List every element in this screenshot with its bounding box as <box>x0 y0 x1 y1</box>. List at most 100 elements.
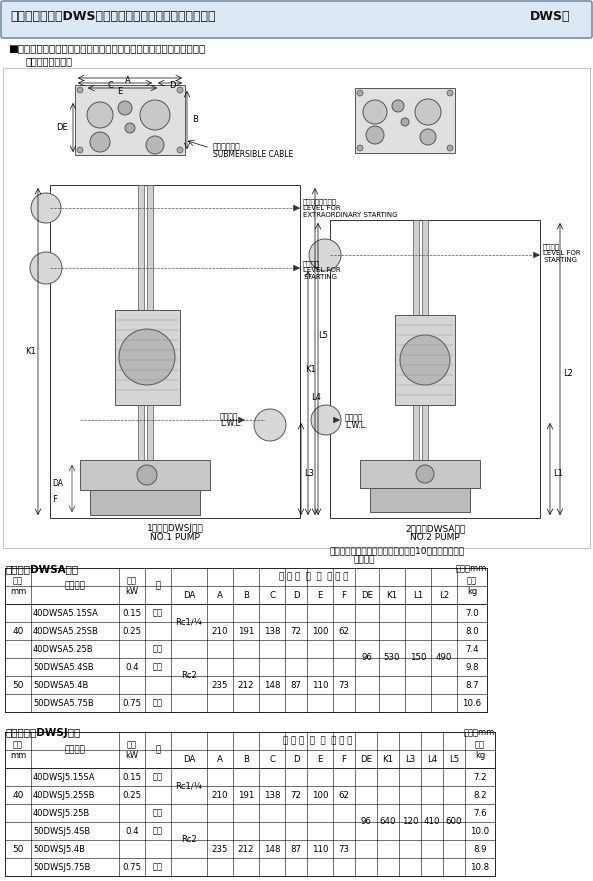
Text: 機　　名: 機 名 <box>65 581 85 590</box>
Text: ■外形寸法図　計画・実施に際しては納入仕様書をご請求ください。: ■外形寸法図 計画・実施に際しては納入仕様書をご請求ください。 <box>8 43 205 53</box>
Text: 7.2: 7.2 <box>473 773 487 781</box>
Text: 8.7: 8.7 <box>465 680 479 690</box>
Text: E: E <box>317 590 323 599</box>
Circle shape <box>118 101 132 115</box>
Text: 138: 138 <box>264 626 280 635</box>
Text: C: C <box>107 81 113 90</box>
Text: 40: 40 <box>12 626 24 635</box>
Text: 410: 410 <box>424 818 440 826</box>
Circle shape <box>415 99 441 125</box>
Text: 530: 530 <box>384 654 400 663</box>
Text: 150: 150 <box>410 654 426 663</box>
Circle shape <box>77 87 83 93</box>
Text: 50DWSJ5.4B: 50DWSJ5.4B <box>33 845 85 854</box>
Text: L4: L4 <box>427 754 437 764</box>
Circle shape <box>447 90 453 96</box>
Text: 50: 50 <box>12 845 24 854</box>
Text: D: D <box>293 590 299 599</box>
Text: 10.0: 10.0 <box>470 826 490 835</box>
Bar <box>80 460 210 490</box>
Text: 212: 212 <box>238 680 254 690</box>
Text: F: F <box>342 754 346 764</box>
Text: 50DWSA5.75B: 50DWSA5.75B <box>33 699 94 707</box>
Text: DA: DA <box>52 479 63 488</box>
Circle shape <box>140 100 170 130</box>
Text: 8.0: 8.0 <box>465 626 479 635</box>
Text: DA: DA <box>183 590 195 599</box>
Circle shape <box>30 252 62 284</box>
Text: L2: L2 <box>563 369 573 378</box>
Circle shape <box>311 405 341 435</box>
Text: F: F <box>342 590 346 599</box>
Text: 490: 490 <box>436 654 452 663</box>
Text: 単相: 単相 <box>153 663 163 671</box>
Text: 三相: 三相 <box>153 862 163 871</box>
Text: LEVEL FOR: LEVEL FOR <box>543 250 581 256</box>
Text: A: A <box>217 590 223 599</box>
Text: 0.25: 0.25 <box>122 790 142 799</box>
Text: STARTING: STARTING <box>303 274 337 280</box>
Text: 138: 138 <box>264 790 280 799</box>
Text: C: C <box>269 590 275 599</box>
Text: 10.8: 10.8 <box>470 862 490 871</box>
Text: DWS型: DWS型 <box>530 10 570 23</box>
Text: 50DWSJ5.4SB: 50DWSJ5.4SB <box>33 826 90 835</box>
Text: 7.4: 7.4 <box>465 645 479 654</box>
Circle shape <box>254 409 286 441</box>
Text: 0.15: 0.15 <box>122 609 142 618</box>
Text: 40DWSJ5.25SB: 40DWSJ5.25SB <box>33 790 95 799</box>
Text: 9.8: 9.8 <box>466 663 479 671</box>
Text: 7.6: 7.6 <box>473 809 487 818</box>
Text: LEVEL FOR: LEVEL FOR <box>303 267 340 273</box>
Circle shape <box>125 123 135 133</box>
Text: K1: K1 <box>25 347 36 356</box>
Text: 停止水位: 停止水位 <box>345 413 364 422</box>
Circle shape <box>447 145 453 151</box>
Text: 148: 148 <box>264 680 280 690</box>
Text: 単位：mm: 単位：mm <box>464 728 495 737</box>
Text: DA: DA <box>183 754 195 764</box>
Text: NO.2 PUMP: NO.2 PUMP <box>410 533 460 542</box>
Text: DE: DE <box>361 590 373 599</box>
Bar <box>413 220 419 473</box>
Text: A: A <box>125 76 131 85</box>
Circle shape <box>366 126 384 144</box>
Text: EXTRAORDINARY STARTING: EXTRAORDINARY STARTING <box>303 212 397 218</box>
Text: 相: 相 <box>155 581 161 590</box>
Text: 50DWSA5.4B: 50DWSA5.4B <box>33 680 88 690</box>
Text: 0.25: 0.25 <box>122 626 142 635</box>
Text: 質量
kg: 質量 kg <box>475 740 485 759</box>
Bar <box>147 185 153 473</box>
Text: 191: 191 <box>238 790 254 799</box>
Text: 出力
kW: 出力 kW <box>126 576 139 596</box>
Text: D: D <box>169 81 176 90</box>
Text: 110: 110 <box>312 680 329 690</box>
Text: 0.4: 0.4 <box>125 663 139 671</box>
Text: STARTING: STARTING <box>543 257 577 263</box>
Circle shape <box>77 147 83 153</box>
Text: L4: L4 <box>311 393 321 402</box>
Text: 72: 72 <box>291 790 301 799</box>
Bar <box>90 490 200 515</box>
Text: 自動形（DWSA型）: 自動形（DWSA型） <box>5 564 78 574</box>
Text: A: A <box>217 754 223 764</box>
Text: B: B <box>243 590 249 599</box>
Bar <box>355 88 455 153</box>
Text: L5: L5 <box>449 754 459 764</box>
Text: 自動互形（DWSJ型）: 自動互形（DWSJ型） <box>5 728 80 738</box>
Text: 50DWSJ5.75B: 50DWSJ5.75B <box>33 862 90 871</box>
Text: 72: 72 <box>291 626 301 635</box>
Circle shape <box>357 145 363 151</box>
Bar <box>330 220 540 518</box>
Text: E: E <box>317 754 323 764</box>
Text: 単位：mm: 単位：mm <box>456 564 487 573</box>
Bar <box>422 220 428 473</box>
Text: 2号機（DWSA型）: 2号機（DWSA型） <box>405 524 465 533</box>
Text: DE: DE <box>360 754 372 764</box>
Text: L3: L3 <box>304 469 314 478</box>
Text: 40: 40 <box>12 790 24 799</box>
Text: Rc2: Rc2 <box>181 835 197 845</box>
Text: K1: K1 <box>305 365 315 374</box>
Text: K1: K1 <box>387 590 397 599</box>
Circle shape <box>400 335 450 385</box>
